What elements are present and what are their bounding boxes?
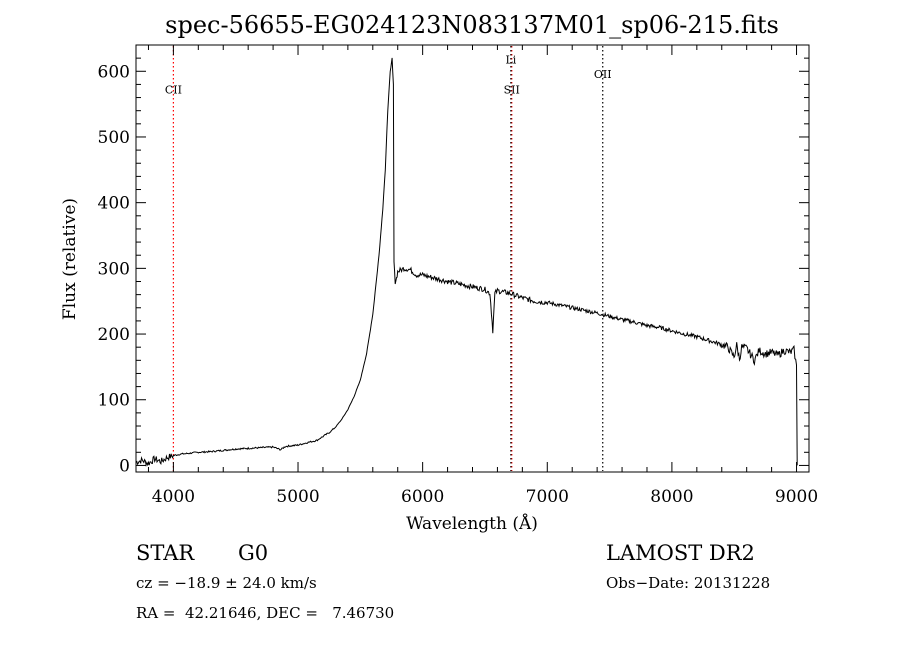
plot-frame <box>135 44 810 473</box>
plot-area: CII SII Li OII <box>135 46 798 471</box>
line-label-3: OII <box>594 68 612 81</box>
y-tick-label: 400 <box>98 194 130 214</box>
ra-dec-coordinates: RA = 42.21646, DEC = 7.46730 <box>136 604 395 622</box>
y-tick-label: 100 <box>98 391 130 411</box>
y-tick-label: 0 <box>119 456 130 476</box>
observation-date: Obs−Date: 20131228 <box>606 574 771 592</box>
y-axis-label: Flux (relative) <box>60 198 80 320</box>
x-tick-label: 6000 <box>401 487 444 507</box>
line-label-0: CII <box>165 84 182 97</box>
y-tick-label: 200 <box>98 325 130 345</box>
y-tick-label: 300 <box>98 259 130 279</box>
line-label-2: Li <box>505 53 516 66</box>
object-class: STAR <box>136 541 195 565</box>
y-tick-label: 600 <box>98 62 130 82</box>
x-tick-label: 9000 <box>775 487 818 507</box>
x-axis: 4000 5000 6000 7000 8000 9000 <box>147 45 818 507</box>
x-tick-label: 8000 <box>650 487 693 507</box>
y-axis: 0 100 200 300 400 500 600 <box>98 44 809 476</box>
redshift-cz: cz = −18.9 ± 24.0 km/s <box>136 574 317 592</box>
chart-title: spec-56655-EG024123N083137M01_sp06-215.f… <box>165 11 779 39</box>
spectrum-line <box>135 57 798 467</box>
y-tick-label: 500 <box>98 128 130 148</box>
x-tick-label: 4000 <box>152 487 195 507</box>
survey-name: LAMOST DR2 <box>606 541 755 565</box>
x-tick-label: 7000 <box>526 487 569 507</box>
x-axis-label: Wavelength (Å) <box>406 513 538 534</box>
x-tick-label: 5000 <box>276 487 319 507</box>
object-subclass: G0 <box>238 541 269 565</box>
line-label-1: SII <box>504 84 520 97</box>
